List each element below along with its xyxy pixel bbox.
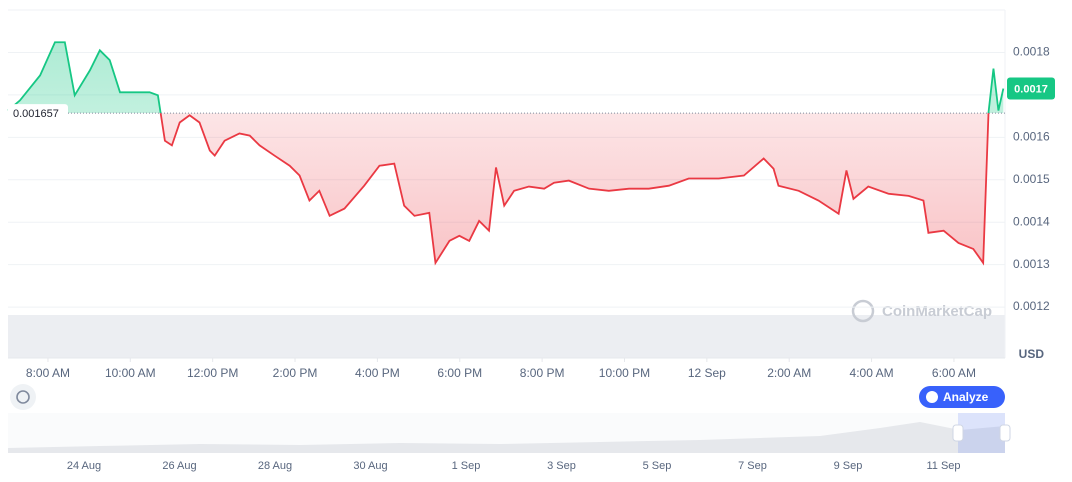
volume-band [8, 315, 1005, 358]
navigator-handle[interactable] [999, 424, 1011, 442]
navigator-selection[interactable] [958, 413, 1005, 453]
navigator-label: 3 Sep [547, 460, 576, 472]
x-tick-label: 10:00 AM [105, 366, 156, 380]
x-tick-label: 8:00 PM [520, 366, 565, 380]
y-tick-label: 0.0018 [1013, 45, 1050, 59]
watermark-text: CoinMarketCap [882, 303, 992, 320]
reference-label: 0.001657 [13, 108, 59, 120]
x-tick-label: 4:00 PM [355, 366, 400, 380]
navigator-label: 24 Aug [67, 460, 101, 472]
navigator [8, 413, 1011, 453]
y-unit: USD [1019, 347, 1045, 361]
price-area [8, 42, 1004, 114]
y-tick-label: 0.0014 [1013, 214, 1050, 228]
history-button[interactable] [10, 384, 36, 410]
x-tick-label: 4:00 AM [850, 366, 894, 380]
navigator-label: 7 Sep [738, 460, 767, 472]
x-tick-label: 8:00 AM [26, 366, 70, 380]
navigator-label: 26 Aug [162, 460, 196, 472]
navigator-label: 11 Sep [926, 460, 960, 472]
y-tick-label: 0.0015 [1013, 172, 1050, 186]
navigator-label: 30 Aug [353, 460, 387, 472]
price-area [8, 113, 1004, 263]
current-price: 0.0017 [1014, 83, 1048, 95]
navigator-area [8, 422, 1005, 453]
x-tick-label: 2:00 PM [273, 366, 318, 380]
reference-label-bg [8, 104, 68, 123]
navigator-label: 5 Sep [643, 460, 672, 472]
analyze-button[interactable]: Analyze [919, 386, 1005, 408]
x-tick-label: 10:00 PM [599, 366, 650, 380]
navigator-label: 1 Sep [452, 460, 481, 472]
analyze-label[interactable]: Analyze [943, 390, 989, 404]
x-tick-label: 2:00 AM [767, 366, 811, 380]
price-line [159, 113, 990, 266]
navigator-label: 28 Aug [258, 460, 292, 472]
current-price-bg [1007, 77, 1055, 100]
x-tick-label: 6:00 PM [437, 366, 482, 380]
navigator-label: 9 Sep [834, 460, 863, 472]
y-tick-label: 0.0012 [1013, 299, 1050, 313]
y-tick-label: 0.0016 [1013, 129, 1050, 143]
x-tick-label: 6:00 AM [932, 366, 976, 380]
y-tick-label: 0.0013 [1013, 257, 1050, 271]
navigator-handle[interactable] [952, 424, 964, 442]
x-tick-label: 12:00 PM [187, 366, 238, 380]
x-tick-label: 12 Sep [688, 366, 726, 380]
